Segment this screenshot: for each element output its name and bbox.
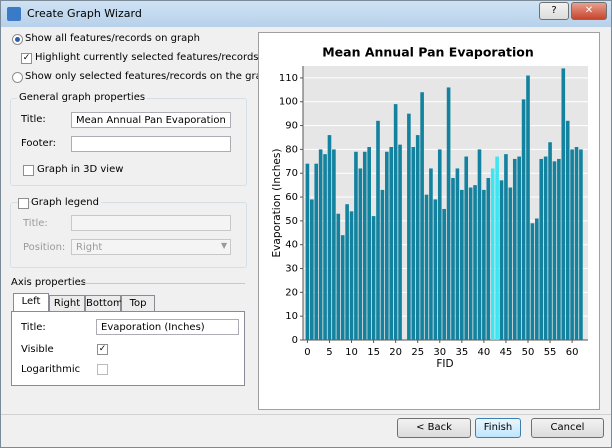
axis-tab[interactable]: Top (121, 295, 155, 311)
back-button[interactable]: < Back (397, 418, 471, 438)
window-icon (7, 7, 21, 21)
title-bar (1, 1, 611, 27)
help-button[interactable]: ? (539, 2, 569, 20)
group-heading: General graph properties (17, 91, 148, 105)
field-label: Logarithmic (21, 364, 81, 375)
axis-tab[interactable]: Right (49, 295, 85, 311)
group-box (10, 202, 247, 268)
field-label: Visible (21, 344, 54, 355)
checkbox-3d[interactable] (23, 165, 34, 176)
radio-show-all[interactable] (12, 34, 23, 45)
radio-label: Show all features/records on graph (25, 33, 200, 44)
combo-arrow: ▼ (221, 241, 228, 250)
field-label: Title: (21, 322, 46, 333)
separator (1, 414, 611, 415)
checkbox-highlight[interactable]: ✓ (21, 53, 32, 64)
legend-title-input[interactable] (71, 215, 231, 231)
title-input[interactable]: Mean Annual Pan Evaporation (71, 112, 231, 128)
chart-panel (258, 32, 600, 410)
checkbox-log[interactable] (97, 364, 108, 375)
axis-tab[interactable]: Left (13, 293, 49, 311)
window-title: Create Graph Wizard (27, 7, 142, 20)
checkbox-visible[interactable]: ✓ (97, 344, 108, 355)
checkbox-label: Graph in 3D view (37, 164, 124, 175)
checkbox-legend[interactable] (18, 198, 29, 209)
field-label: Position: (23, 242, 66, 253)
finish-button[interactable]: Finish (475, 418, 521, 438)
axis-tab[interactable]: Bottom (85, 295, 123, 311)
field-label: Title: (21, 114, 46, 125)
checkbox-label: Graph legend (31, 196, 101, 210)
axis-title-input[interactable]: Evaporation (Inches) (96, 319, 239, 335)
separator (79, 283, 245, 284)
field-label: Title: (23, 218, 48, 229)
checkbox-label: Highlight currently selected features/re… (35, 52, 259, 63)
footer-input[interactable] (71, 136, 231, 152)
section-heading: Axis properties (11, 277, 86, 288)
cancel-button[interactable]: Cancel (531, 418, 604, 438)
radio-label: Show only selected features/records on t… (25, 71, 275, 82)
position-combo[interactable]: Right (71, 239, 231, 255)
radio-show-selected[interactable] (12, 72, 23, 83)
field-label: Footer: (21, 138, 57, 149)
close-button[interactable]: ✕ (571, 2, 607, 20)
